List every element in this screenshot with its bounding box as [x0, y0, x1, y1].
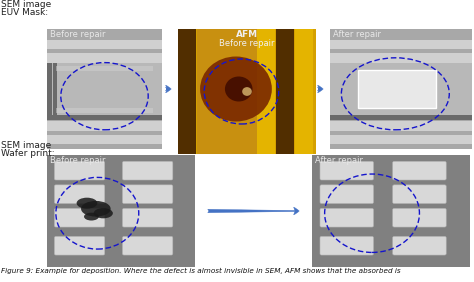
Ellipse shape: [81, 201, 110, 217]
Bar: [47, 135, 162, 144]
FancyBboxPatch shape: [122, 208, 173, 227]
Bar: [330, 29, 472, 149]
Text: Before repair: Before repair: [50, 156, 106, 165]
Bar: [47, 111, 162, 120]
Bar: [178, 29, 196, 154]
Text: SEM image: SEM image: [1, 0, 51, 9]
Bar: [330, 63, 472, 115]
FancyBboxPatch shape: [392, 236, 446, 255]
Text: AFM: AFM: [236, 30, 258, 39]
Text: After repair: After repair: [333, 30, 381, 39]
Bar: [47, 53, 162, 63]
FancyBboxPatch shape: [55, 161, 105, 180]
Ellipse shape: [94, 208, 113, 218]
FancyBboxPatch shape: [320, 236, 374, 255]
FancyBboxPatch shape: [392, 208, 446, 227]
Bar: [56, 108, 153, 113]
Bar: [53, 63, 57, 115]
Text: After repair: After repair: [315, 156, 363, 165]
FancyBboxPatch shape: [392, 161, 446, 180]
Bar: [330, 135, 472, 144]
Text: SEM image: SEM image: [1, 141, 51, 150]
Bar: [56, 66, 153, 71]
Bar: [330, 111, 472, 120]
FancyBboxPatch shape: [122, 161, 173, 180]
Bar: [330, 53, 472, 63]
Ellipse shape: [84, 213, 99, 221]
FancyBboxPatch shape: [55, 185, 105, 204]
Bar: [330, 40, 472, 49]
Text: EUV Mask:: EUV Mask:: [1, 8, 48, 17]
Bar: [330, 121, 472, 131]
Bar: [197, 29, 215, 154]
Bar: [276, 29, 294, 154]
FancyBboxPatch shape: [320, 208, 374, 227]
Text: Figure 9: Example for deposition. Where the defect is almost invisible in SEM, A: Figure 9: Example for deposition. Where …: [1, 268, 401, 274]
FancyBboxPatch shape: [320, 161, 374, 180]
Ellipse shape: [225, 76, 253, 102]
Bar: [47, 65, 162, 75]
Bar: [47, 29, 162, 149]
Bar: [256, 29, 274, 154]
Bar: [197, 29, 256, 154]
Bar: [312, 155, 470, 267]
Bar: [358, 70, 437, 108]
Bar: [47, 155, 195, 267]
Text: Before repair: Before repair: [50, 30, 106, 39]
Bar: [217, 29, 235, 154]
FancyBboxPatch shape: [55, 236, 105, 255]
Bar: [47, 121, 162, 131]
Bar: [47, 63, 52, 115]
Bar: [330, 65, 472, 75]
Text: Wafer print:: Wafer print:: [1, 149, 55, 158]
Bar: [178, 29, 316, 154]
FancyBboxPatch shape: [55, 208, 105, 227]
Bar: [47, 63, 162, 115]
FancyBboxPatch shape: [320, 185, 374, 204]
Bar: [47, 40, 162, 49]
Text: Before repair: Before repair: [219, 39, 275, 48]
Ellipse shape: [77, 198, 97, 209]
FancyBboxPatch shape: [392, 185, 446, 204]
FancyBboxPatch shape: [122, 236, 173, 255]
FancyBboxPatch shape: [122, 185, 173, 204]
Bar: [295, 29, 313, 154]
Ellipse shape: [200, 56, 272, 122]
Ellipse shape: [242, 87, 252, 96]
